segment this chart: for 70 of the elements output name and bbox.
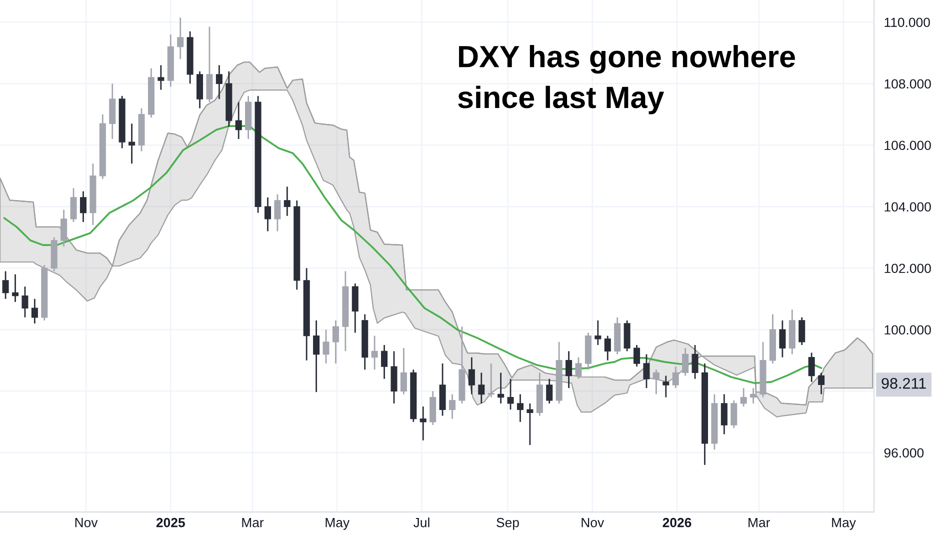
x-tick-label: Sep	[496, 518, 519, 530]
line-series	[3, 125, 822, 384]
candlestick	[322, 328, 330, 364]
candlestick	[818, 372, 825, 395]
candlestick	[594, 320, 602, 346]
candlestick	[420, 406, 426, 442]
candlestick	[730, 400, 738, 429]
x-tick-label: May	[326, 518, 350, 530]
y-tick-label: 106.000	[884, 140, 931, 150]
candlestick	[662, 375, 670, 398]
candlestick	[672, 366, 679, 389]
text: DXY has gone nowhere since last May	[458, 45, 795, 114]
y-tick-label: 100.000	[884, 325, 931, 335]
x-tick-label: Jul	[414, 518, 430, 528]
candlestick	[498, 372, 504, 404]
candlestick	[682, 347, 689, 376]
x-tick-label: Mar	[242, 518, 264, 528]
candlestick	[12, 274, 19, 303]
candlestick	[264, 196, 272, 232]
candlestick	[692, 344, 698, 380]
candlestick	[740, 387, 747, 408]
candlestick	[798, 316, 806, 346]
candlestick	[2, 270, 9, 300]
y-tick-label: 108.000	[884, 79, 931, 89]
y-tick-label: 104.000	[884, 202, 931, 212]
candlestick	[70, 188, 77, 223]
candlestick	[634, 344, 640, 368]
candlestick	[284, 186, 290, 217]
candlestick	[750, 387, 757, 404]
candlestick	[313, 320, 320, 393]
candlestick	[216, 64, 222, 100]
candlestick	[575, 356, 582, 380]
candlestick	[158, 64, 164, 90]
x-tick-label: Nov	[582, 518, 604, 528]
candlestick	[546, 378, 553, 404]
candlestick	[235, 101, 242, 140]
candlestick	[371, 335, 378, 370]
x-tick-label: 2026	[662, 518, 692, 528]
y-tick-label: 96.000	[884, 448, 924, 458]
y-tick-label: 110.000	[884, 18, 930, 28]
candlestick	[720, 394, 728, 435]
candlestick	[604, 335, 611, 362]
candlestick	[60, 209, 68, 248]
candlestick	[381, 344, 388, 380]
candlestick	[332, 320, 339, 364]
x-tick-label: Mar	[748, 518, 770, 528]
x-tick-label: Nov	[75, 518, 98, 528]
candlestick	[779, 320, 786, 358]
candlestick	[507, 378, 514, 410]
text: 98.211	[882, 378, 926, 389]
candlestick	[566, 350, 572, 389]
x-tick-label: May	[832, 518, 856, 530]
x-tick-label: 2025	[156, 518, 185, 528]
candlestick	[80, 190, 86, 223]
candlestick	[468, 356, 475, 395]
candlestick	[488, 362, 494, 398]
candlestick	[274, 194, 281, 232]
candlestick	[448, 394, 456, 420]
candlestick	[400, 347, 407, 395]
candlestick	[516, 394, 524, 423]
candlestick	[643, 354, 650, 389]
candlestick	[526, 402, 534, 446]
candlestick	[22, 286, 28, 318]
candlestick	[808, 352, 815, 383]
y-tick-label: 102.000	[884, 264, 931, 274]
candlestick	[652, 368, 660, 395]
candlestick	[177, 16, 184, 60]
candlestick	[478, 372, 485, 404]
candlestick	[128, 122, 136, 164]
candlestick	[31, 298, 38, 324]
